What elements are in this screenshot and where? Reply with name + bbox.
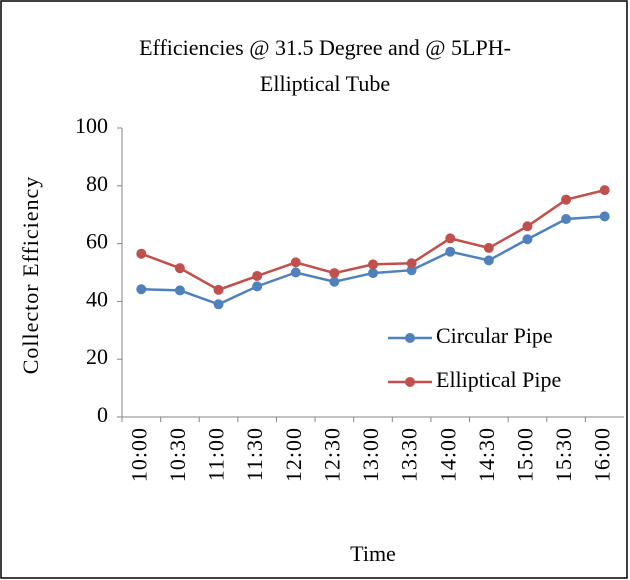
legend-swatch <box>405 377 415 387</box>
data-point <box>368 259 378 270</box>
x-tick-label: 11:30 <box>242 427 267 481</box>
y-tick-label: 60 <box>86 229 108 254</box>
data-point <box>252 281 263 292</box>
data-point <box>329 276 340 287</box>
y-tick-label: 100 <box>75 113 108 138</box>
y-tick-label: 0 <box>97 402 108 427</box>
data-point <box>561 194 572 205</box>
x-tick-label: 11:00 <box>204 427 229 481</box>
data-point <box>290 257 301 268</box>
data-point <box>406 265 417 276</box>
data-point <box>174 285 185 296</box>
data-point <box>213 284 224 295</box>
data-point <box>290 267 301 278</box>
y-tick-label: 40 <box>86 286 108 311</box>
chart-title: Efficiencies @ 31.5 Degree and @ 5LPH- <box>139 35 511 60</box>
x-tick-label: 12:30 <box>319 427 344 482</box>
data-point <box>483 242 494 253</box>
legend-label: Elliptical Pipe <box>436 367 561 392</box>
y-axis-title: Collector Efficiency <box>18 176 43 375</box>
data-point <box>599 185 610 196</box>
legend-label: Circular Pipe <box>436 323 553 348</box>
x-tick-label: 13:30 <box>397 427 422 482</box>
data-point <box>213 299 224 310</box>
data-point <box>483 255 494 266</box>
x-tick-label: 10:00 <box>126 427 151 482</box>
x-axis-title: Time <box>350 541 396 566</box>
data-point <box>329 268 340 279</box>
data-point <box>252 270 263 281</box>
y-tick-label: 20 <box>86 344 108 369</box>
x-tick-label: 13:00 <box>358 427 383 482</box>
data-point <box>599 211 610 222</box>
data-point <box>174 263 185 274</box>
data-point <box>368 268 378 279</box>
y-tick-label: 80 <box>86 171 108 196</box>
data-point <box>406 258 417 269</box>
x-tick-label: 10:30 <box>165 427 190 482</box>
data-point <box>445 246 456 257</box>
x-tick-label: 14:00 <box>435 427 460 482</box>
data-point <box>522 234 533 245</box>
chart-title: Elliptical Tube <box>260 71 390 96</box>
data-point <box>136 284 147 295</box>
x-tick-label: 16:00 <box>590 427 615 482</box>
data-point <box>522 221 533 232</box>
data-point <box>136 248 147 259</box>
x-tick-label: 15:30 <box>551 427 576 482</box>
data-point <box>561 214 572 225</box>
legend-swatch <box>405 333 415 343</box>
x-tick-label: 14:30 <box>474 427 499 482</box>
data-point <box>445 233 456 244</box>
x-tick-label: 12:00 <box>281 427 306 482</box>
x-tick-label: 15:00 <box>513 427 538 482</box>
